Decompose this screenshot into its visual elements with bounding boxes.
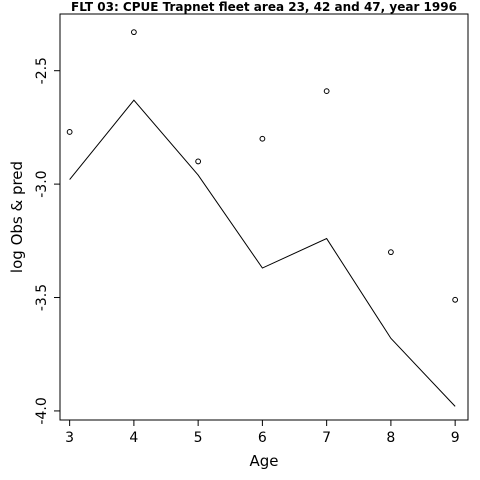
x-tick-label: 4 xyxy=(129,430,138,446)
y-axis: -4.0 -3.5 -3.0 -2.5 xyxy=(34,57,60,425)
observed-point xyxy=(195,158,202,165)
observed-point xyxy=(130,29,137,36)
observed-point xyxy=(66,129,73,135)
y-tick-label: -3.0 xyxy=(34,170,50,197)
predicted-line xyxy=(69,99,456,407)
observed-point xyxy=(387,249,394,256)
y-tick-label: -2.5 xyxy=(34,57,50,84)
y-tick-label: -4.0 xyxy=(34,397,50,424)
x-tick-label: 6 xyxy=(258,430,267,446)
x-tick-label: 3 xyxy=(65,430,74,446)
x-axis-label: Age xyxy=(249,452,278,470)
plot-frame xyxy=(59,13,469,421)
observed-point xyxy=(323,88,330,95)
x-tick-label: 7 xyxy=(322,430,331,446)
y-axis-label: log Obs & pred xyxy=(8,161,26,273)
chart-title: FLT 03: CPUE Trapnet fleet area 23, 42 a… xyxy=(71,0,457,14)
x-tick-label: 9 xyxy=(451,430,460,446)
y-tick-label: -3.5 xyxy=(34,284,50,311)
plot-area xyxy=(66,29,459,407)
observed-point xyxy=(452,296,459,303)
x-tick-label: 5 xyxy=(194,430,203,446)
observed-point xyxy=(259,135,266,142)
x-tick-label: 8 xyxy=(386,430,395,446)
x-axis: 3 4 5 6 7 8 9 xyxy=(65,420,460,446)
